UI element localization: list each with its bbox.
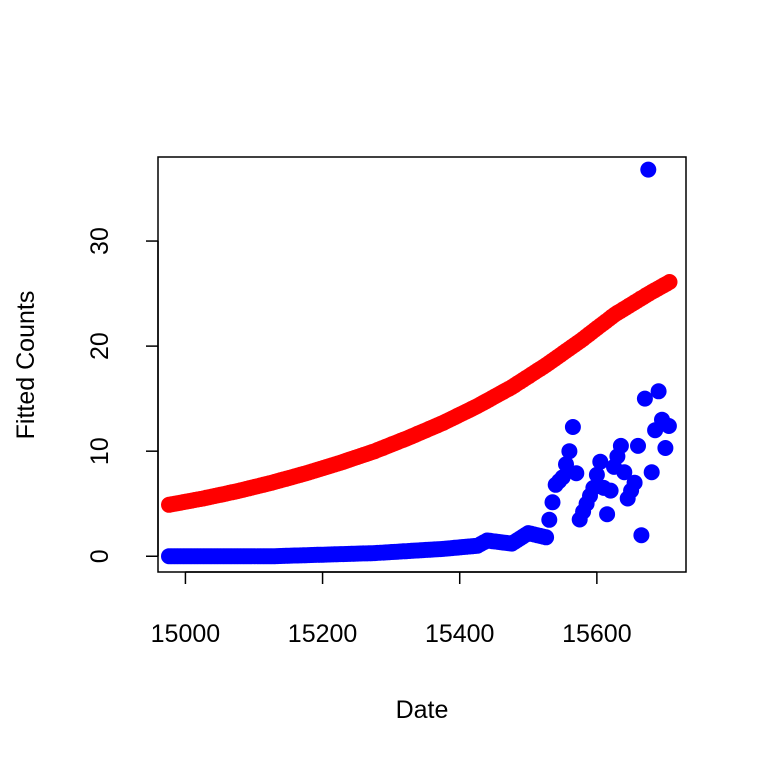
data-point bbox=[538, 529, 555, 546]
data-point bbox=[599, 506, 616, 523]
x-tick-label: 15400 bbox=[425, 620, 495, 648]
data-point bbox=[592, 453, 609, 470]
data-point bbox=[561, 443, 578, 460]
data-point bbox=[633, 527, 650, 544]
data-point bbox=[640, 161, 657, 178]
y-tick-label: 30 bbox=[86, 227, 114, 255]
y-tick-label: 0 bbox=[86, 549, 114, 563]
data-point bbox=[588, 466, 605, 483]
data-point bbox=[564, 419, 581, 435]
x-tick-label: 15000 bbox=[151, 620, 221, 648]
data-point bbox=[643, 464, 660, 481]
data-point bbox=[660, 418, 677, 434]
data-points-series-1 bbox=[161, 161, 677, 565]
x-axis: 15000 15200 15400 15600 bbox=[151, 571, 632, 648]
y-axis: 0 10 20 30 bbox=[86, 227, 159, 563]
y-tick-label: 20 bbox=[86, 332, 114, 360]
data-point bbox=[541, 511, 558, 528]
data-point bbox=[636, 390, 653, 407]
data-points-series-0 bbox=[161, 274, 678, 513]
x-tick-label: 15600 bbox=[562, 620, 632, 648]
data-point bbox=[544, 494, 561, 511]
data-point bbox=[657, 440, 674, 456]
data-point bbox=[554, 469, 571, 486]
data-point bbox=[612, 437, 629, 454]
data-point bbox=[568, 465, 585, 482]
y-axis-label: Fitted Counts bbox=[12, 291, 40, 440]
x-axis-label: Date bbox=[396, 696, 449, 724]
data-point bbox=[602, 482, 619, 499]
data-point bbox=[626, 474, 643, 491]
y-tick-label: 10 bbox=[86, 437, 114, 465]
data-point bbox=[630, 437, 646, 454]
data-point bbox=[650, 383, 667, 400]
data-point bbox=[661, 274, 678, 290]
data-point bbox=[616, 464, 633, 481]
x-tick-label: 15200 bbox=[288, 620, 358, 648]
